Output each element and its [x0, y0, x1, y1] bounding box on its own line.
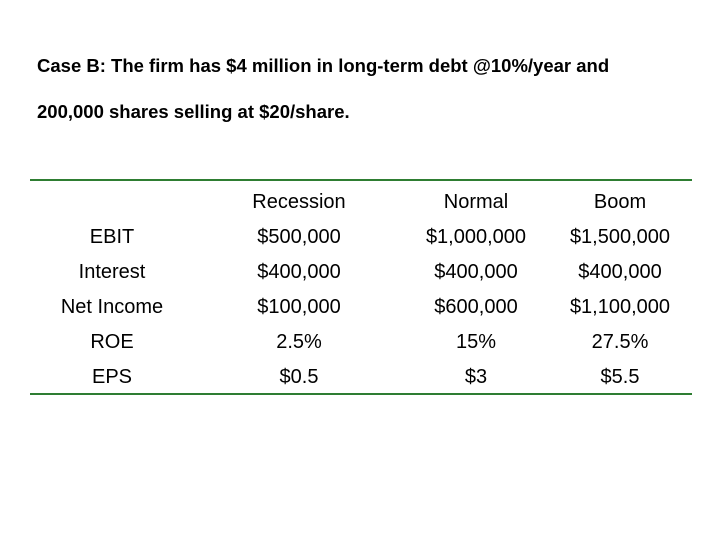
header-cell-blank — [30, 185, 194, 220]
cell-net-income-recession: $100,000 — [257, 296, 341, 318]
row-label-net-income: Net Income — [60, 296, 164, 318]
cell-interest-boom: $400,000 — [578, 261, 662, 283]
row-label-ebit: EBIT — [89, 226, 135, 248]
cell-eps-boom: $5.5 — [600, 366, 640, 388]
cell-net-income-normal: $600,000 — [434, 296, 518, 318]
intro-line-1: Case B: The firm has $4 million in long-… — [37, 55, 610, 76]
table-row-eps: EPS $0.5 $3 $5.5 — [30, 360, 692, 395]
header-cell-normal: Normal — [443, 191, 509, 213]
table-row-roe: ROE 2.5% 15% 27.5% — [30, 325, 692, 360]
table-bottom-rule — [30, 393, 692, 395]
cell-eps-recession: $0.5 — [279, 366, 319, 388]
cell-ebit-boom: $1,500,000 — [569, 226, 671, 248]
table-row-ebit: EBIT $500,000 $1,000,000 $1,500,000 — [30, 220, 692, 255]
row-label-eps: EPS — [91, 366, 133, 388]
cell-interest-recession: $400,000 — [257, 261, 341, 283]
cell-ebit-recession: $500,000 — [257, 226, 341, 248]
table-top-rule — [30, 179, 692, 181]
financial-table: Recession Normal Boom EBIT $500,000 $1,0… — [30, 185, 692, 395]
header-cell-boom: Boom — [593, 191, 647, 213]
table-row-interest: Interest $400,000 $400,000 $400,000 — [30, 255, 692, 290]
cell-eps-normal: $3 — [464, 366, 488, 388]
cell-roe-recession: 2.5% — [276, 331, 322, 353]
cell-roe-boom: 27.5% — [591, 331, 649, 353]
table-row-net-income: Net Income $100,000 $600,000 $1,100,000 — [30, 290, 692, 325]
cell-roe-normal: 15% — [455, 331, 497, 353]
cell-interest-normal: $400,000 — [434, 261, 518, 283]
row-label-interest: Interest — [78, 261, 146, 283]
intro-line-2: 200,000 shares selling at $20/share. — [37, 101, 350, 122]
header-cell-recession: Recession — [252, 191, 346, 213]
row-label-roe: ROE — [90, 331, 134, 353]
cell-ebit-normal: $1,000,000 — [425, 226, 527, 248]
cell-net-income-boom: $1,100,000 — [569, 296, 671, 318]
table-header-row: Recession Normal Boom — [30, 185, 692, 220]
